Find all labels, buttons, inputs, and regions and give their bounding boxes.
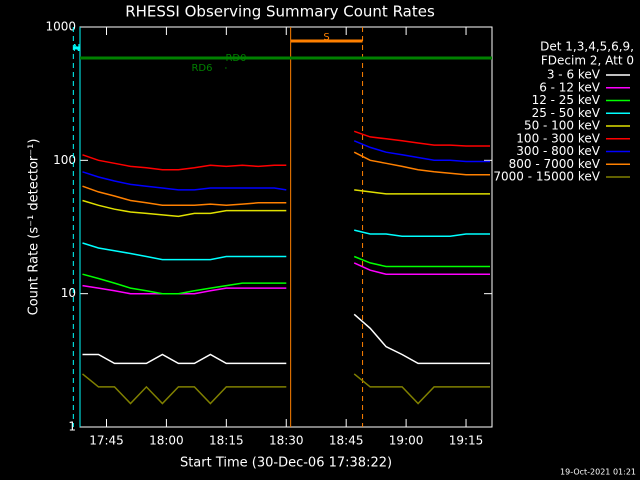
series-line — [82, 255, 490, 295]
legend-header: FDecim 2, Att 0 — [541, 54, 634, 68]
y-axis-label: Count Rate (s⁻¹ detector⁻¹) — [27, 139, 42, 316]
legend-label: 50 - 100 keV — [524, 119, 601, 133]
series-line — [82, 140, 490, 191]
series-line — [82, 229, 490, 261]
x-tick-label: 18:30 — [269, 434, 304, 448]
y-tick-label: 10 — [61, 286, 76, 300]
x-tick-label: 19:00 — [389, 434, 424, 448]
series-line — [82, 262, 490, 295]
flag-label: RD0 — [225, 53, 246, 64]
x-axis-label: Start Time (30-Dec-06 17:38:22) — [180, 456, 392, 471]
x-tick-label: 18:15 — [209, 434, 244, 448]
series-line — [82, 189, 490, 218]
x-tick-label: 18:00 — [149, 434, 184, 448]
chart-title: RHESSI Observing Summary Count Rates — [125, 3, 435, 21]
x-tick-label: 17:45 — [89, 434, 124, 448]
flag-label: N — [73, 43, 80, 54]
series-line — [82, 130, 490, 171]
legend-label: 7000 - 15000 keV — [493, 170, 600, 184]
legend-label: 6 - 12 keV — [539, 80, 601, 94]
legend-label: 100 - 300 keV — [516, 131, 600, 145]
series-line — [82, 373, 490, 405]
flag-label: RD6 — [191, 63, 212, 74]
legend-label: 25 - 50 keV — [532, 106, 601, 120]
legend-label: 3 - 6 keV — [547, 68, 601, 82]
timestamp: 19-Oct-2021 01:21 — [560, 468, 636, 477]
legend-header: Det 1,3,4,5,6,9, — [540, 40, 634, 54]
y-tick-label: 1 — [68, 420, 76, 434]
flag-label: S — [323, 32, 329, 43]
y-tick-label: 1000 — [45, 20, 76, 34]
legend-label: 300 - 800 keV — [516, 144, 600, 158]
series-line — [82, 313, 490, 365]
legend-label: 12 - 25 keV — [532, 93, 601, 107]
x-tick-label: 19:15 — [449, 434, 484, 448]
plot-frame — [79, 26, 493, 428]
series-line — [82, 151, 490, 207]
y-tick-label: 100 — [53, 153, 76, 167]
legend-label: 800 - 7000 keV — [509, 157, 601, 171]
x-tick-label: 18:45 — [329, 434, 364, 448]
